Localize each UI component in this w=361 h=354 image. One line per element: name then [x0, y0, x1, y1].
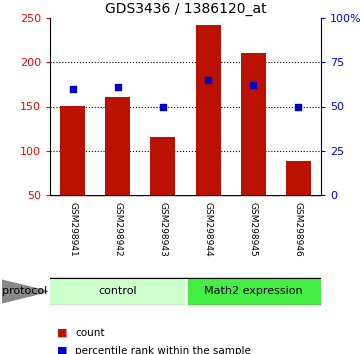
Text: GSM298944: GSM298944	[204, 202, 213, 256]
Point	[160, 104, 166, 109]
Text: GSM298942: GSM298942	[113, 202, 122, 256]
Text: GSM298943: GSM298943	[158, 202, 168, 256]
Bar	[50, 278, 186, 305]
Text: ■: ■	[57, 346, 68, 354]
Bar	[196, 25, 221, 195]
Text: GSM298945: GSM298945	[249, 202, 258, 256]
Bar	[186, 278, 321, 305]
Polygon shape	[2, 280, 48, 303]
Text: count: count	[75, 328, 105, 338]
Text: percentile rank within the sample: percentile rank within the sample	[75, 346, 251, 354]
Point	[251, 82, 256, 88]
Text: protocol: protocol	[2, 286, 47, 297]
Bar	[105, 97, 130, 195]
Bar	[151, 137, 175, 195]
Point	[296, 104, 301, 109]
Text: GSM298946: GSM298946	[294, 202, 303, 256]
Text: ■: ■	[57, 328, 68, 338]
Point	[205, 77, 211, 83]
Text: GSM298941: GSM298941	[68, 202, 77, 256]
Bar	[286, 161, 311, 195]
Bar	[60, 105, 85, 195]
Title: GDS3436 / 1386120_at: GDS3436 / 1386120_at	[105, 1, 266, 16]
Text: control: control	[99, 286, 137, 297]
Bar	[241, 53, 266, 195]
Point	[70, 86, 75, 92]
Point	[115, 84, 121, 90]
Text: Math2 expression: Math2 expression	[204, 286, 303, 297]
